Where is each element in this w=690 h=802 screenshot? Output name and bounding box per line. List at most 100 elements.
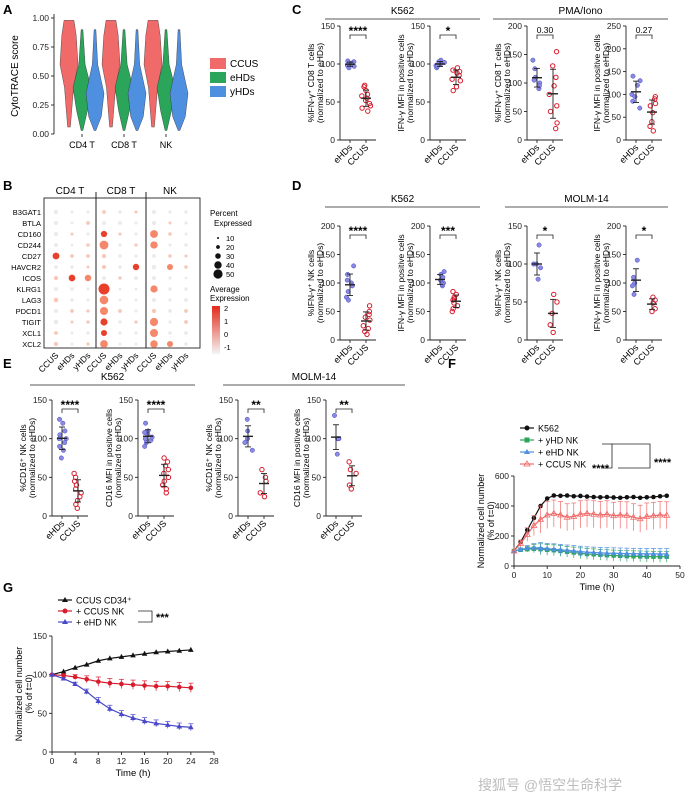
watermark: 搜狐号 @悟空生命科学 [478, 777, 622, 793]
data-point-ccus [554, 299, 560, 305]
y-label: (normalized to eHDs) [502, 243, 512, 323]
b-color-legend-label: 1 [224, 317, 228, 326]
a-y-tick-label: 0.75 [32, 42, 49, 52]
data-point [83, 661, 90, 667]
group-title: K562 [101, 372, 125, 383]
significance-bracket [335, 408, 353, 413]
data-point [95, 697, 102, 703]
data-point-ehds [351, 263, 357, 269]
data-point-ccus [652, 305, 658, 312]
y-tick-label: 150 [33, 395, 47, 405]
b-dot [86, 221, 90, 225]
y-tick-label: 50 [513, 107, 523, 117]
a-x-category-label: NK [160, 140, 173, 150]
b-dot [84, 274, 92, 282]
data-point-ccus [346, 459, 352, 465]
b-dot [102, 276, 106, 280]
y-label: CD16 MFI in positive cells [104, 409, 114, 507]
b-gene-label: HAVCR2 [11, 263, 41, 272]
data-point-ccus [348, 486, 355, 492]
y-label: (normalized to eHDs) [315, 43, 325, 123]
x-tick-label: 24 [186, 756, 196, 766]
significance-bracket [147, 408, 165, 413]
b-gene-label: CD27 [22, 252, 41, 261]
data-point-ccus [551, 83, 557, 89]
data-point-ccus [450, 288, 456, 295]
y-tick-label: 50 [224, 472, 234, 482]
data-point [72, 674, 78, 680]
b-dot [118, 243, 122, 247]
f-bracket-inner [602, 443, 613, 469]
data-point-ccus [652, 93, 659, 100]
data-point-ehds [634, 257, 640, 263]
data-point-ccus [547, 108, 554, 115]
panel-g: 0 4 8 12 16 20 24 28 0 50 100 150 Time (h) Normalized… [14, 596, 219, 780]
data-point-ehds [334, 451, 340, 457]
data-point [576, 510, 584, 517]
panel-letter-b: B [3, 178, 12, 193]
data-point-ccus [547, 322, 553, 328]
significance-bracket [536, 234, 554, 239]
data-point [610, 511, 618, 519]
data-point [188, 646, 194, 652]
b-gene-label: CD244 [18, 241, 41, 250]
b-dot [86, 254, 90, 258]
b-size-legend-title: Percent [210, 209, 238, 218]
significance-label: *** [441, 224, 455, 238]
data-point-ccus [161, 455, 167, 461]
data-point-ccus [450, 87, 456, 94]
data-point-ccus [73, 501, 79, 508]
data-point [656, 511, 664, 518]
b-size-legend-dot [216, 245, 220, 249]
data-point [130, 682, 136, 688]
y-tick-label: 100 [607, 89, 621, 99]
data-point [141, 718, 148, 724]
b-gene-label: CD160 [18, 230, 41, 239]
b-color-legend-bar [212, 306, 220, 354]
x-tick-label: 16 [140, 756, 150, 766]
a-legend-swatch [210, 58, 226, 69]
y-tick-label: 50 [326, 97, 336, 107]
a-legend-label: eHDs [230, 73, 255, 84]
data-point [107, 655, 113, 661]
data-point-ccus [454, 303, 461, 309]
data-point [49, 671, 55, 677]
data-point-ehds [143, 420, 148, 426]
y-tick-label: 150 [411, 250, 425, 260]
legend-label: + eHD NK [76, 618, 117, 628]
y-label: Normalized cell number [14, 647, 24, 742]
b-dot [100, 329, 108, 337]
b-dot [53, 220, 59, 226]
b-color-legend-label: -1 [224, 343, 231, 352]
data-point [130, 652, 136, 658]
group-title: K562 [391, 6, 415, 17]
b-size-legend-dot [213, 269, 223, 279]
data-point-ccus [347, 466, 354, 473]
data-point [583, 509, 591, 516]
data-point-ccus [550, 63, 556, 69]
b-plot-frame [43, 197, 201, 349]
data-point-ehds [244, 416, 250, 422]
b-dot [118, 232, 122, 236]
data-point [617, 550, 624, 556]
x-tick-label: 50 [675, 570, 685, 580]
data-point-ehds [531, 77, 537, 83]
b-dot [86, 265, 90, 269]
b-dot [151, 209, 157, 215]
y-label: (normalized to eHDs) [113, 418, 123, 498]
data-point [657, 493, 663, 499]
data-point-ehds [530, 57, 536, 63]
b-dot [184, 287, 188, 291]
significance-label: * [446, 24, 451, 38]
data-point-ehds [62, 440, 68, 445]
y-tick-label: 0 [128, 511, 133, 521]
data-point-ehds [630, 73, 636, 79]
b-dot [54, 287, 58, 291]
y-tick-label: 50 [612, 307, 622, 317]
b-dot [168, 298, 172, 302]
y-label: %IFN-γ⁺ NK cells [493, 250, 503, 316]
b-dot [151, 275, 157, 281]
data-point-ehds [535, 276, 541, 282]
data-point [557, 546, 564, 552]
